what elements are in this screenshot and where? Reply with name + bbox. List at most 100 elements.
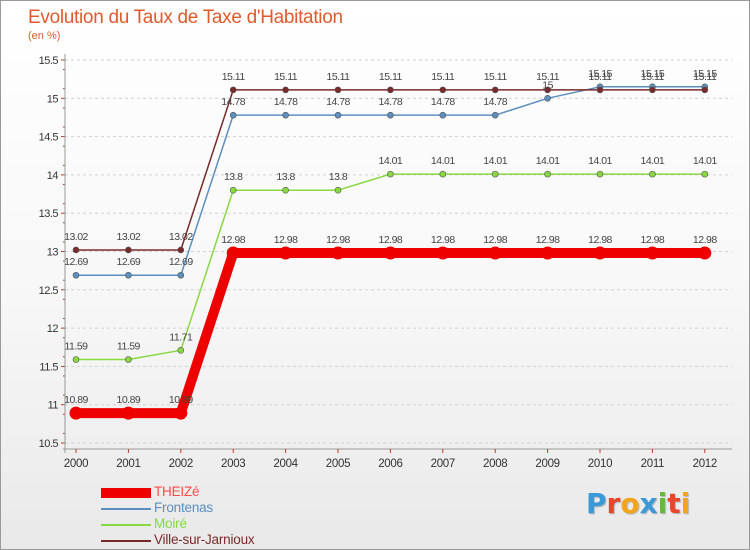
data-point xyxy=(387,170,394,178)
data-point xyxy=(334,86,342,94)
data-point xyxy=(544,86,551,94)
legend-swatch-frontenas xyxy=(101,508,151,510)
data-label: 12.69 xyxy=(117,256,141,268)
data-label: 15.11 xyxy=(222,71,246,83)
data-point xyxy=(177,347,185,354)
x-tick-label: 2000 xyxy=(64,458,88,470)
data-point xyxy=(439,86,447,94)
data-point xyxy=(72,271,80,279)
data-point xyxy=(541,246,555,260)
legend-label-moire: Moiré xyxy=(154,516,187,531)
data-label: 11.59 xyxy=(117,341,141,353)
data-label: 14.78 xyxy=(221,96,245,108)
data-label: 10.89 xyxy=(117,394,141,406)
legend-swatch-theize xyxy=(101,488,151,498)
data-point xyxy=(334,186,342,194)
data-label: 12.69 xyxy=(64,256,88,268)
data-point xyxy=(125,356,132,363)
data-label: 15.11 xyxy=(693,71,717,83)
data-point xyxy=(491,111,499,119)
data-label: 15.15 xyxy=(641,68,665,80)
data-label: 14.01 xyxy=(379,155,403,167)
logo-letter: i xyxy=(657,487,668,520)
data-label: 12.98 xyxy=(588,234,612,246)
legend-item-moire: Moiré xyxy=(101,516,301,533)
data-point xyxy=(282,186,289,194)
data-label: 12.98 xyxy=(536,234,560,246)
y-tick-label: 12 xyxy=(47,323,59,335)
y-tick-label: 14 xyxy=(47,170,59,182)
data-point xyxy=(174,406,188,420)
data-point xyxy=(593,246,607,260)
chart-subtitle: (en %) xyxy=(28,30,61,42)
data-label: 14.01 xyxy=(693,155,717,167)
data-label: 14.01 xyxy=(431,155,455,167)
data-label: 15.11 xyxy=(641,71,665,83)
data-point xyxy=(544,170,551,178)
data-label: 12.98 xyxy=(326,234,350,246)
data-label: 14.01 xyxy=(483,155,507,167)
data-point xyxy=(387,86,394,94)
data-label: 11.71 xyxy=(169,331,193,343)
y-tick-label: 11.5 xyxy=(39,361,58,373)
data-point xyxy=(383,246,397,260)
data-point xyxy=(331,246,345,260)
data-label: 15 xyxy=(542,79,553,91)
chart-title: Evolution du Taux de Taxe d'Habitation xyxy=(28,7,343,28)
data-point xyxy=(701,86,709,94)
data-label: 15.11 xyxy=(379,71,403,83)
data-point xyxy=(121,406,135,420)
data-label: 14.78 xyxy=(326,96,350,108)
proxiti-logo: Proxiti xyxy=(586,487,690,520)
legend-item-ville-sur-jarnioux: Ville-sur-Jarnioux xyxy=(101,532,301,549)
data-point xyxy=(596,170,604,178)
logo-letter: r xyxy=(606,487,621,520)
data-point xyxy=(125,271,132,279)
data-point xyxy=(439,170,447,178)
data-label: 13.8 xyxy=(224,171,243,183)
legend-item-frontenas: Frontenas xyxy=(101,500,301,517)
data-label: 13.8 xyxy=(329,171,348,183)
data-point xyxy=(72,246,80,254)
legend-label-ville-sur-jarnioux: Ville-sur-Jarnioux xyxy=(154,532,255,547)
legend-label-frontenas: Frontenas xyxy=(154,500,213,515)
data-point xyxy=(282,111,289,119)
data-point xyxy=(491,170,499,178)
data-label: 12.98 xyxy=(221,234,245,246)
data-label: 15.15 xyxy=(693,68,717,80)
logo-letter: o xyxy=(620,487,640,520)
legend-label-theize: THEIZé xyxy=(154,484,200,499)
logo-letter: t xyxy=(667,487,681,520)
data-point xyxy=(177,246,185,254)
data-point xyxy=(701,170,709,178)
chart-legend: THEIZé Frontenas Moiré Ville-sur-Jarniou… xyxy=(101,484,301,549)
data-point xyxy=(229,86,237,94)
data-point xyxy=(279,246,293,260)
x-tick-label: 2012 xyxy=(693,458,717,470)
legend-item-theize: THEIZé xyxy=(101,484,301,501)
data-label: 15.11 xyxy=(274,71,298,83)
data-point xyxy=(436,246,450,260)
data-label: 15.15 xyxy=(588,68,612,80)
data-point xyxy=(649,170,656,178)
data-point xyxy=(698,246,712,260)
data-point xyxy=(72,356,80,363)
y-tick-label: 13 xyxy=(47,247,59,259)
data-point xyxy=(649,86,656,94)
x-tick-label: 2008 xyxy=(483,458,507,470)
data-label: 15.11 xyxy=(484,71,508,83)
data-label: 14.01 xyxy=(588,155,612,167)
x-tick-label: 2002 xyxy=(169,458,193,470)
data-label: 12.98 xyxy=(431,234,455,246)
logo-letter: x xyxy=(639,487,658,520)
data-label: 15.11 xyxy=(536,71,560,83)
data-point xyxy=(282,86,289,94)
data-label: 12.98 xyxy=(483,234,507,246)
x-tick-label: 2010 xyxy=(588,458,612,470)
data-label: 11.59 xyxy=(65,341,89,353)
logo-letter: P xyxy=(586,487,607,520)
data-point xyxy=(229,111,237,119)
legend-swatch-ville-sur-jarnioux xyxy=(101,540,151,542)
